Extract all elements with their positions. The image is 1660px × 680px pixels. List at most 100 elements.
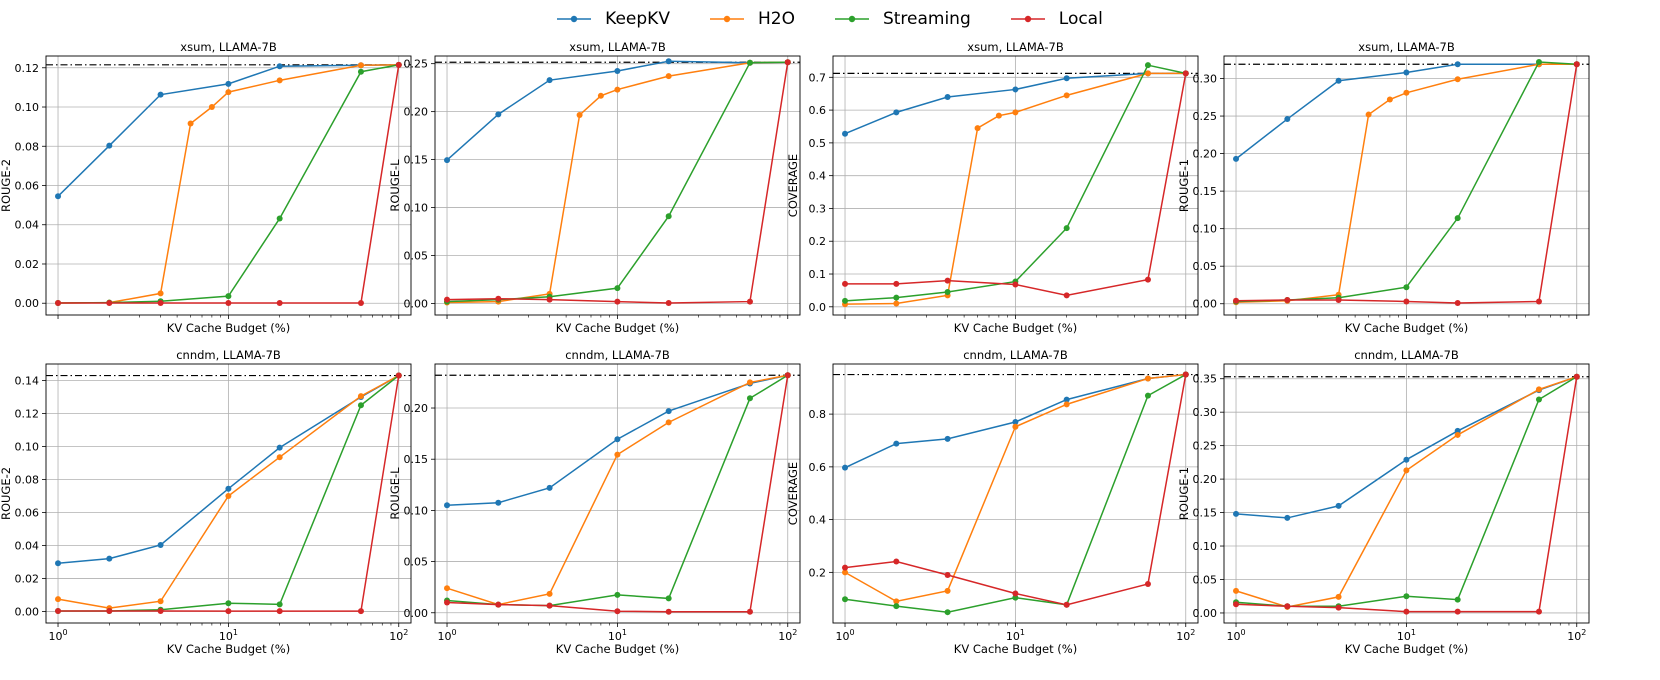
x-tick-label: 102 bbox=[389, 628, 408, 643]
data-point-local bbox=[357, 300, 364, 307]
data-point-streaming bbox=[1403, 284, 1410, 291]
y-tick-label: 0.00 bbox=[1193, 607, 1218, 620]
panel-title: cnndm, LLAMA-7B bbox=[963, 348, 1068, 362]
data-point-keepkv bbox=[1012, 419, 1019, 426]
y-axis-label: ROUGE-1 bbox=[1177, 467, 1191, 520]
x-tick-label: 101 bbox=[1006, 628, 1025, 643]
panel-title: cnndm, LLAMA-7B bbox=[565, 348, 670, 362]
data-point-streaming bbox=[893, 603, 900, 610]
legend-label: Streaming bbox=[882, 9, 971, 29]
data-point-local bbox=[1335, 604, 1342, 611]
data-point-keepkv bbox=[1335, 502, 1342, 509]
data-point-h2o bbox=[1063, 92, 1070, 99]
data-point-local bbox=[1573, 61, 1580, 68]
y-tick-label: 0.15 bbox=[1193, 185, 1218, 198]
data-point-local bbox=[495, 295, 502, 302]
data-point-keepkv bbox=[665, 408, 672, 415]
panel-title: xsum, LLAMA-7B bbox=[967, 40, 1064, 54]
data-point-local bbox=[395, 61, 402, 68]
data-point-h2o bbox=[55, 596, 62, 603]
x-axis-label: KV Cache Budget (%) bbox=[1345, 642, 1468, 656]
chart-panel-8: 0.00 0.05 0.10 0.15 0.20 0.25 0.30 0.35 100 101 10… bbox=[1177, 348, 1590, 656]
y-tick-label: 0.15 bbox=[404, 453, 429, 466]
y-tick-label: 0.04 bbox=[15, 219, 40, 232]
data-point-streaming bbox=[1403, 593, 1410, 600]
data-point-h2o bbox=[276, 454, 283, 461]
y-tick-label: 0.25 bbox=[1193, 110, 1218, 123]
y-tick-label: 0.00 bbox=[404, 607, 429, 620]
data-point-h2o bbox=[1403, 89, 1410, 96]
legend-item-local: Local bbox=[1010, 9, 1103, 29]
data-point-local bbox=[1335, 296, 1342, 303]
data-point-local bbox=[276, 300, 283, 307]
y-axis-label: ROUGE-1 bbox=[1177, 159, 1191, 212]
data-point-keepkv bbox=[1403, 456, 1410, 463]
data-point-h2o bbox=[546, 590, 553, 597]
data-point-keepkv bbox=[1284, 116, 1291, 123]
legend-swatch bbox=[557, 15, 592, 23]
chart-legend: KeepKV H2O Streaming Local bbox=[0, 4, 1660, 34]
y-tick-label: 0.10 bbox=[1193, 540, 1218, 553]
data-point-local bbox=[1573, 373, 1580, 380]
data-point-h2o bbox=[597, 92, 604, 99]
y-axis-label: COVERAGE bbox=[786, 462, 800, 525]
y-tick-label: 0.20 bbox=[404, 106, 429, 119]
y-tick-label: 0.4 bbox=[809, 170, 827, 183]
data-point-local bbox=[1012, 590, 1019, 597]
y-tick-label: 0.12 bbox=[15, 62, 40, 75]
data-point-streaming bbox=[1012, 594, 1019, 601]
data-point-streaming bbox=[1144, 392, 1151, 399]
axes-frame bbox=[1223, 363, 1590, 624]
data-point-h2o bbox=[1233, 587, 1240, 594]
y-tick-label: 0.8 bbox=[809, 408, 827, 421]
data-point-h2o bbox=[893, 598, 900, 605]
data-point-local bbox=[1012, 281, 1019, 288]
data-point-keepkv bbox=[1233, 510, 1240, 517]
panel-title: xsum, LLAMA-7B bbox=[1358, 40, 1455, 54]
data-point-keepkv bbox=[842, 464, 849, 471]
data-point-keepkv bbox=[157, 541, 164, 548]
y-tick-label: 0.05 bbox=[404, 556, 429, 569]
data-point-keepkv bbox=[893, 440, 900, 447]
data-point-keepkv bbox=[614, 67, 621, 74]
y-tick-label: 0.06 bbox=[15, 180, 40, 193]
x-tick-label: 102 bbox=[778, 628, 797, 643]
data-point-streaming bbox=[225, 293, 232, 300]
data-point-h2o bbox=[1454, 431, 1461, 438]
x-tick-label: 100 bbox=[437, 628, 456, 643]
data-point-keepkv bbox=[495, 111, 502, 118]
legend-swatch bbox=[834, 15, 869, 23]
x-tick-label: 102 bbox=[1567, 628, 1586, 643]
axes-frame bbox=[434, 55, 801, 316]
y-tick-label: 0.10 bbox=[1193, 223, 1218, 236]
data-point-keepkv bbox=[944, 93, 951, 100]
data-point-h2o bbox=[1144, 70, 1151, 77]
data-point-local bbox=[1535, 298, 1542, 305]
data-point-local bbox=[893, 280, 900, 287]
y-tick-label: 0.10 bbox=[404, 202, 429, 215]
legend-item-keepkv: KeepKV bbox=[557, 9, 670, 29]
data-point-local bbox=[157, 300, 164, 307]
y-tick-label: 0.02 bbox=[15, 258, 40, 271]
data-point-streaming bbox=[893, 294, 900, 301]
data-point-local bbox=[665, 608, 672, 615]
x-axis-label: KV Cache Budget (%) bbox=[954, 642, 1077, 656]
data-point-h2o bbox=[1386, 96, 1393, 103]
data-point-streaming bbox=[276, 601, 283, 608]
y-tick-label: 0.5 bbox=[809, 137, 827, 150]
data-point-keepkv bbox=[842, 130, 849, 137]
legend-label: H2O bbox=[757, 9, 795, 29]
data-point-keepkv bbox=[1063, 75, 1070, 82]
x-tick-label: 100 bbox=[48, 628, 67, 643]
data-point-local bbox=[495, 601, 502, 608]
data-point-streaming bbox=[842, 596, 849, 603]
y-tick-label: 0.1 bbox=[809, 268, 827, 281]
data-point-keepkv bbox=[276, 444, 283, 451]
y-tick-label: 0.25 bbox=[404, 58, 429, 71]
x-tick-label: 101 bbox=[1397, 628, 1416, 643]
data-point-streaming bbox=[1454, 215, 1461, 222]
x-axis-label: KV Cache Budget (%) bbox=[1345, 321, 1468, 335]
data-point-local bbox=[1144, 580, 1151, 587]
y-tick-label: 0.05 bbox=[1193, 260, 1218, 273]
data-point-local bbox=[55, 607, 62, 614]
